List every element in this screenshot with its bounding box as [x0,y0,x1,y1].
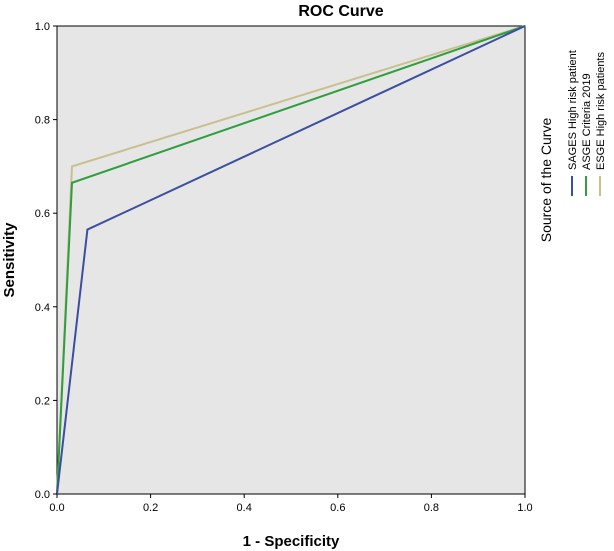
roc-series-line [56,25,526,495]
legend-title: Source of the Curve [538,118,554,243]
legend-item-label: ESGE High risk patients [595,52,607,170]
y-tick-label: 1.0 [35,21,50,33]
chart-title: ROC Curve [298,3,383,20]
x-tick-label: 0.0 [49,502,64,514]
y-axis-label: Sensitivity [1,222,18,298]
x-axis-ticks: 0.0 0.2 0.4 0.6 0.8 1.0 [49,494,533,514]
x-tick-label: 0.6 [330,502,345,514]
legend: Source of the Curve SAGES High risk pati… [538,50,607,242]
y-axis-ticks: 0.0 0.2 0.4 0.6 0.8 1.0 [35,21,57,501]
y-tick-label: 0.6 [35,208,50,220]
x-tick-label: 0.2 [143,502,158,514]
x-tick-label: 1.0 [517,502,532,514]
series-layer [56,25,526,495]
y-tick-label: 0.4 [35,302,50,314]
y-tick-label: 0.0 [35,489,50,501]
plot-area [56,25,526,495]
y-tick-label: 0.2 [35,395,50,407]
x-tick-label: 0.8 [424,502,439,514]
legend-item-label: ASGE Criteria 2019 [581,73,593,170]
x-axis-label: 1 - Specificity [243,533,340,550]
roc-series-line [56,25,526,495]
y-tick-label: 0.8 [35,115,50,127]
x-tick-label: 0.4 [237,502,252,514]
legend-item-label: SAGES High risk patient [567,50,579,170]
